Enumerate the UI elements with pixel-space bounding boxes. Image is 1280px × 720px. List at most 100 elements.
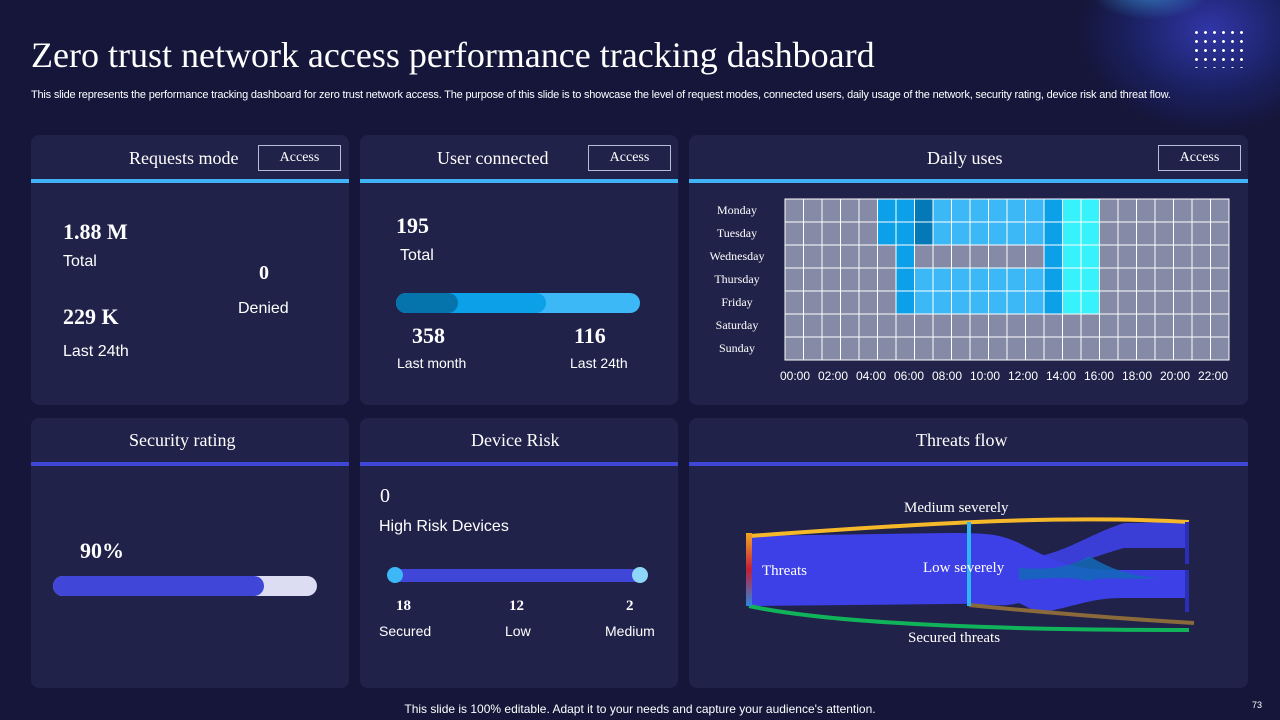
heatmap-cell [1136,244,1156,269]
heatmap-cell [1062,336,1082,361]
heatmap-cell [840,244,860,269]
heatmap-cell [1080,336,1100,361]
user-connected-access-button[interactable]: Access [588,145,671,171]
page-subtitle: This slide represents the performance tr… [31,89,1171,101]
heatmap-cell [1173,313,1193,338]
device-risk-panel: Device Risk 0 High Risk Devices 18 Secur… [360,418,678,688]
heatmap-cell [1043,290,1063,315]
heatmap-cell [858,336,878,361]
heatmap-cell [877,313,897,338]
decorative-dot-grid [1192,28,1244,68]
heatmap-cell [1210,290,1230,315]
daily-uses-access-button[interactable]: Access [1158,145,1241,171]
heatmap-time-label: 04:00 [856,369,886,383]
user-connected-header-bar [360,179,678,183]
heatmap-cell [1191,198,1211,223]
device-risk-slider-end-handle[interactable] [632,567,648,583]
heatmap-cell [784,336,804,361]
heatmap-cell [988,336,1008,361]
heatmap-cell [877,221,897,246]
heatmap-cell [821,221,841,246]
background-glow-accent [1090,0,1210,20]
threats-end-node-top [1185,522,1189,564]
security-rating-fill [53,576,265,596]
heatmap-cell [1025,336,1045,361]
requests-last-label: Last 24th [63,343,129,360]
heatmap-cell [1080,267,1100,292]
heatmap-cell [784,313,804,338]
threats-low-label: Low severely [923,560,1005,576]
heatmap-cell [803,336,823,361]
low-risk-value: 12 [509,598,524,614]
heatmap-cell [1136,313,1156,338]
heatmap-cell [932,313,952,338]
heatmap-cell [1062,290,1082,315]
daily-uses-header-bar [689,179,1248,183]
heatmap-cell [1191,313,1211,338]
heatmap-cell [951,267,971,292]
heatmap-time-label: 22:00 [1198,369,1228,383]
heatmap-cell [840,336,860,361]
heatmap-cell [969,336,989,361]
heatmap-cell [1062,221,1082,246]
heatmap-cell [914,198,934,223]
heatmap-cell [951,244,971,269]
heatmap-cell [969,244,989,269]
heatmap-cell [951,221,971,246]
heatmap-cell [1191,336,1211,361]
heatmap-cell [951,290,971,315]
device-risk-slider-track [394,569,644,582]
heatmap-cell [1080,313,1100,338]
heatmap-cell [1025,267,1045,292]
heatmap-cell [895,198,915,223]
users-day-value: 116 [574,323,606,348]
heatmap-day-label: Sunday [719,341,755,355]
heatmap-cell [1173,198,1193,223]
device-risk-slider-start-handle[interactable] [387,567,403,583]
heatmap-day-label: Saturday [716,318,759,332]
heatmap-cell [821,198,841,223]
heatmap-cell [988,290,1008,315]
heatmap-cell [914,313,934,338]
heatmap-cell [1154,336,1174,361]
users-total-value: 195 [396,213,429,238]
heatmap-time-label: 18:00 [1122,369,1152,383]
heatmap-cell [969,198,989,223]
heatmap-cell [877,290,897,315]
heatmap-cell [1210,267,1230,292]
heatmap-cell [1154,267,1174,292]
daily-uses-heatmap: Monday Tuesday Wednesday Thursday Friday Satu… [709,198,1230,383]
threats-source-label: Threats [762,563,807,579]
heatmap-cell [1117,221,1137,246]
heatmap-cell [858,267,878,292]
heatmap-cell [858,244,878,269]
requests-last-value: 229 K [63,304,119,329]
heatmap-cell [1117,267,1137,292]
heatmap-cell [914,290,934,315]
heatmap-cell [1006,198,1026,223]
heatmap-day-label: Friday [721,295,752,309]
heatmap-cell [1154,313,1174,338]
user-connected-title: User connected [437,148,549,168]
heatmap-cell [988,221,1008,246]
heatmap-cell [932,221,952,246]
heatmap-cell [1006,313,1026,338]
security-rating-value: 90% [80,538,124,563]
device-risk-title: Device Risk [471,430,560,450]
requests-total-value: 1.88 M [63,219,128,244]
heatmap-cell [1099,244,1119,269]
background-glow [1080,0,1280,130]
heatmap-cell [803,267,823,292]
heatmap-cell [1136,267,1156,292]
heatmap-cell [1025,290,1045,315]
heatmap-cell [895,244,915,269]
heatmap-cell [840,290,860,315]
heatmap-cell [858,313,878,338]
heatmap-cell [988,313,1008,338]
heatmap-cell [821,267,841,292]
heatmap-cell [1062,244,1082,269]
requests-mode-panel: Requests mode Access 1.88 M Total 229 K … [31,135,349,405]
requests-mode-access-button[interactable]: Access [258,145,341,171]
heatmap-cell [895,313,915,338]
heatmap-cell [1173,244,1193,269]
